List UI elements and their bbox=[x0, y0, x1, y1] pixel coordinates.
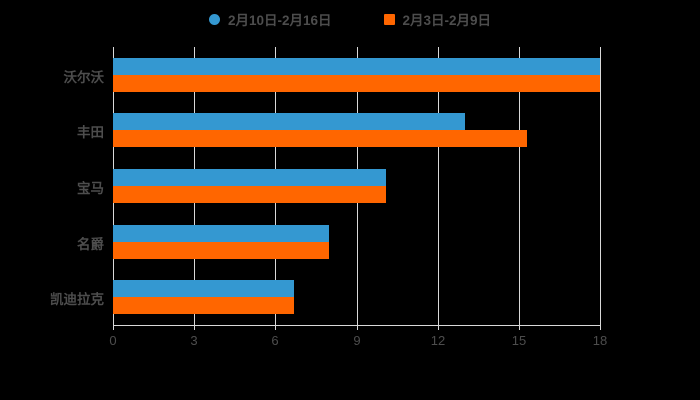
x-tick-3 bbox=[194, 325, 195, 330]
plot-area bbox=[113, 47, 601, 325]
y-axis-label-0: 沃尔沃 bbox=[63, 69, 105, 85]
legend-label-series-1: 2月3日-2月9日 bbox=[402, 13, 492, 28]
bar-0-1[interactable] bbox=[113, 113, 465, 131]
x-tick-label-3: 3 bbox=[190, 333, 198, 348]
bar-0-3[interactable] bbox=[113, 224, 330, 242]
bar-0-0[interactable] bbox=[113, 57, 600, 75]
bar-0-2[interactable] bbox=[113, 169, 387, 186]
x-tick-0 bbox=[113, 325, 114, 330]
legend-marker-circle-icon bbox=[208, 13, 220, 25]
y-axis-label-2: 宝马 bbox=[77, 181, 104, 196]
y-axis-label-1: 丰田 bbox=[77, 125, 104, 141]
x-tick-18 bbox=[600, 325, 601, 330]
bar-1-3[interactable] bbox=[113, 241, 330, 259]
y-axis-label-3: 名爵 bbox=[77, 236, 104, 252]
x-tick-label-18: 18 bbox=[592, 333, 608, 348]
x-tick-label-12: 12 bbox=[430, 333, 446, 348]
x-tick-label-0: 0 bbox=[109, 333, 117, 348]
x-tick-9 bbox=[357, 325, 358, 330]
legend-item-series-0[interactable]: 2月10日-2月16日 bbox=[208, 9, 332, 29]
x-tick-6 bbox=[275, 325, 276, 330]
bar-1-4[interactable] bbox=[113, 297, 295, 315]
bar-1-2[interactable] bbox=[113, 186, 387, 203]
bar-0-4[interactable] bbox=[113, 280, 295, 298]
legend-marker-square-icon bbox=[383, 13, 395, 25]
legend-item-series-1[interactable]: 2月3日-2月9日 bbox=[383, 9, 492, 29]
x-tick-label-9: 9 bbox=[353, 333, 361, 348]
x-tick-label-6: 6 bbox=[271, 333, 279, 348]
gridline-18 bbox=[600, 47, 601, 325]
y-axis-label-4: 凯迪拉克 bbox=[50, 292, 104, 308]
bar-1-0[interactable] bbox=[113, 74, 600, 92]
chart-legend: 2月10日-2月16日 2月3日-2月9日 bbox=[0, 8, 700, 30]
x-tick-12 bbox=[438, 325, 439, 330]
gridline-12 bbox=[438, 47, 439, 325]
bar-1-1[interactable] bbox=[113, 130, 527, 148]
y-axis-category-labels: 沃尔沃丰田宝马名爵凯迪拉克 bbox=[0, 47, 113, 325]
legend-label-series-0: 2月10日-2月16日 bbox=[227, 13, 332, 28]
x-tick-15 bbox=[519, 325, 520, 330]
x-tick-label-15: 15 bbox=[511, 333, 527, 348]
gridline-15 bbox=[519, 47, 520, 325]
